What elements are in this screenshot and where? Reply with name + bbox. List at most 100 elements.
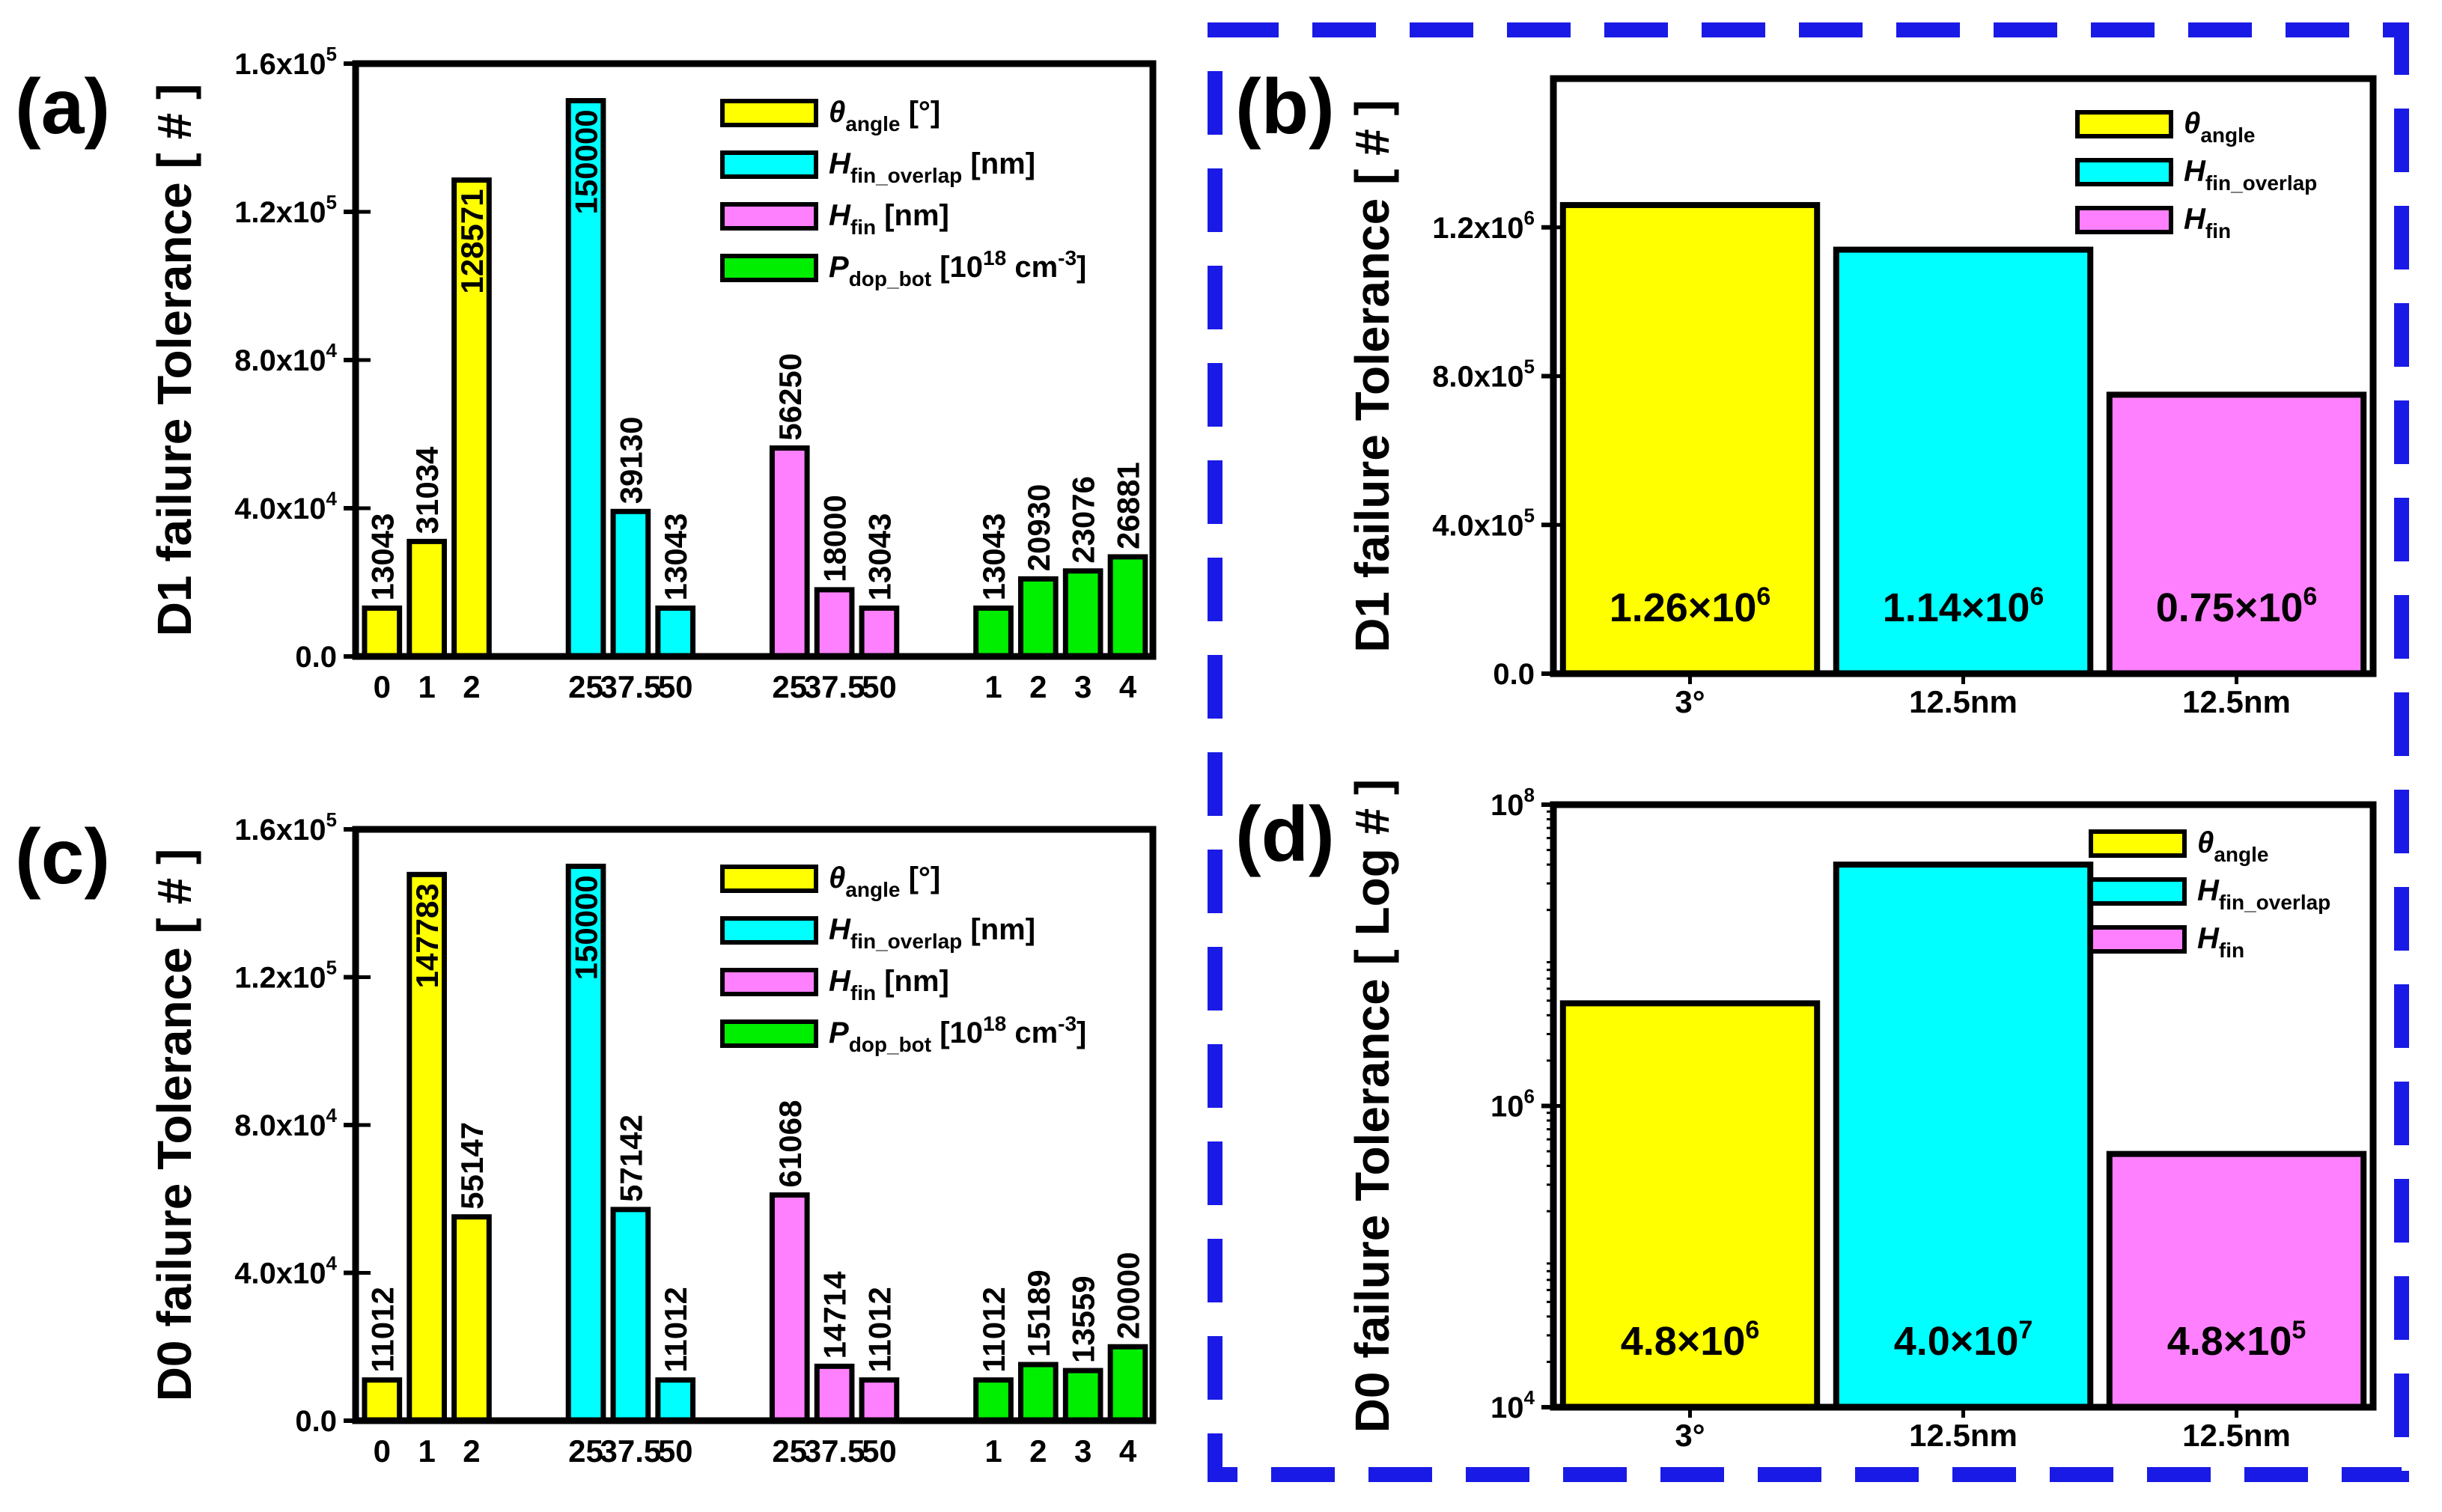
legend-swatch (720, 99, 818, 127)
plot-frame (1550, 75, 2377, 677)
x-tick-label: 50 (862, 1433, 897, 1469)
x-tick-label: 12.5nm (1909, 684, 2018, 719)
data-label: 13043 (976, 513, 1011, 601)
y-axis-title: D0 failure Tolerance [ # ] (147, 849, 201, 1402)
bar (1017, 576, 1059, 659)
panel-label: (a) (15, 64, 110, 150)
y-tick-label: 1.2x105 (234, 191, 337, 229)
legend-swatch (720, 1019, 818, 1048)
legend-entry: Hfin [nm] (829, 965, 949, 1005)
legend-entry: θangle [°] (829, 862, 940, 901)
data-label: 147783 (409, 883, 445, 988)
bar (610, 508, 651, 659)
y-tick-label: 108 (1491, 784, 1535, 822)
data-label: 13043 (658, 513, 693, 601)
legend-entry: θangle (2184, 107, 2255, 147)
bar (1062, 1368, 1103, 1424)
x-tick-label: 25 (772, 1433, 807, 1469)
legend-swatch (720, 150, 818, 179)
data-label: 150000 (569, 109, 604, 214)
y-tick-label: 8.0x105 (1432, 356, 1535, 394)
bar (565, 98, 606, 659)
x-tick-label: 4 (1119, 1433, 1137, 1469)
bar (769, 1192, 810, 1424)
data-label: 11012 (976, 1287, 1011, 1372)
x-tick-label: 2 (463, 1433, 480, 1469)
x-tick-label: 12.5nm (2182, 1418, 2291, 1453)
data-label: 20000 (1110, 1252, 1145, 1339)
legend-swatch (2075, 158, 2173, 186)
bar (451, 1214, 492, 1424)
data-label: 23076 (1066, 476, 1101, 564)
legend-entry: Pdop_bot [1018 cm-3] (829, 1012, 1086, 1056)
data-label: 150000 (569, 875, 604, 980)
bar (407, 538, 447, 659)
bar (769, 445, 810, 659)
y-tick-label: 4.0x105 (1432, 504, 1535, 542)
x-tick-label: 50 (862, 669, 897, 704)
bar (973, 1377, 1014, 1424)
y-tick-label: 104 (1491, 1386, 1535, 1424)
bar-annotation: 1.14×106 (1883, 582, 2044, 630)
bar (1017, 1362, 1059, 1424)
x-tick-label: 1 (984, 669, 1002, 704)
plot-frame (352, 60, 1157, 660)
y-tick-label: 106 (1491, 1085, 1535, 1124)
legend-swatch (2089, 877, 2187, 906)
x-tick-label: 0 (374, 1433, 391, 1469)
data-label: 57142 (613, 1115, 648, 1202)
x-tick-label: 12.5nm (1909, 1418, 2018, 1453)
bar (2106, 391, 2367, 677)
x-tick-label: 0 (374, 669, 391, 704)
y-tick-label: 8.0x104 (234, 1104, 337, 1142)
legend-swatch (2075, 110, 2173, 138)
x-tick-label: 37.5 (600, 1433, 661, 1469)
y-tick-label: 8.0x104 (234, 339, 337, 377)
legend-entry: θangle (2197, 826, 2268, 866)
legend-swatch (720, 916, 818, 945)
y-axis-title: D1 failure Tolerance [ # ] (1345, 100, 1399, 653)
legend-entry: Pdop_bot [1018 cm-3] (829, 246, 1086, 290)
y-axis-title: D0 failure Tolerance [ Log # ] (1345, 779, 1399, 1433)
x-tick-label: 2 (1029, 669, 1047, 704)
x-tick-label: 37.5 (804, 669, 865, 704)
bar (859, 605, 900, 659)
legend-entry: Hfin (2184, 203, 2231, 243)
bar (451, 177, 492, 659)
x-tick-label: 37.5 (804, 1433, 865, 1469)
plot-frame (1550, 801, 2377, 1411)
legend-swatch (2089, 925, 2187, 954)
bar (2106, 1150, 2367, 1410)
x-tick-label: 3° (1675, 684, 1705, 719)
chart-b: (b) D1 failure Tolerance [ # ] 0.0 4.0x105 8… (1235, 64, 2377, 719)
x-tick-label: 4 (1119, 669, 1137, 704)
data-label: 55147 (454, 1122, 490, 1210)
data-label: 11012 (365, 1287, 400, 1372)
bar-annotation: 0.75×106 (2156, 582, 2318, 630)
y-axis-title: D1 failure Tolerance [ # ] (147, 84, 201, 637)
legend-entry: Hfin_overlap (2197, 874, 2330, 914)
bar-annotation: 4.8×106 (1621, 1316, 1760, 1364)
legend-swatch (720, 968, 818, 996)
data-label: 61068 (773, 1100, 808, 1188)
bar (1107, 1344, 1148, 1424)
legend-entry: Hfin (2197, 922, 2244, 962)
bar (1107, 554, 1148, 659)
bar (973, 605, 1014, 659)
data-label: 56250 (773, 353, 808, 441)
bar-annotation: 1.26×106 (1610, 582, 1771, 630)
bar (362, 1377, 403, 1424)
x-tick-label: 25 (568, 1433, 603, 1469)
bar (362, 605, 403, 659)
y-tick-label: 0.0 (295, 641, 337, 674)
x-tick-label: 2 (1029, 1433, 1047, 1469)
x-tick-label: 50 (658, 669, 693, 704)
x-tick-label: 3 (1074, 669, 1091, 704)
y-tick-label: 1.6x105 (234, 43, 337, 81)
y-tick-label: 4.0x104 (234, 1252, 337, 1290)
legend-swatch (720, 865, 818, 893)
bar (610, 1207, 651, 1424)
y-tick-label: 1.6x105 (234, 808, 337, 847)
x-tick-label: 1 (418, 1433, 435, 1469)
